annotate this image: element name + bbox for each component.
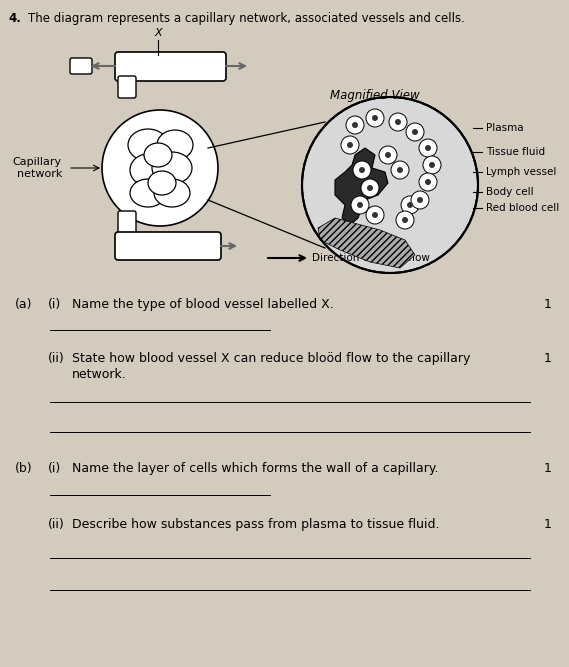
Circle shape <box>361 179 379 197</box>
Text: Plasma: Plasma <box>486 123 523 133</box>
Circle shape <box>366 206 384 224</box>
Text: State how blood vessel X can reduce bloöd flow to the capillary: State how blood vessel X can reduce bloö… <box>72 352 471 365</box>
Ellipse shape <box>148 144 176 176</box>
Text: (ii): (ii) <box>48 352 65 365</box>
FancyBboxPatch shape <box>118 76 136 98</box>
Circle shape <box>372 212 378 218</box>
Circle shape <box>102 110 218 226</box>
Circle shape <box>425 179 431 185</box>
FancyBboxPatch shape <box>115 52 226 81</box>
Circle shape <box>419 173 437 191</box>
Circle shape <box>397 167 403 173</box>
Circle shape <box>423 156 441 174</box>
Text: Body cell: Body cell <box>486 187 534 197</box>
Circle shape <box>406 123 424 141</box>
Text: Capillary
network: Capillary network <box>13 157 62 179</box>
Circle shape <box>372 115 378 121</box>
Text: (ii): (ii) <box>48 518 65 531</box>
Text: (i): (i) <box>48 462 61 475</box>
Text: Name the layer of cells which forms the wall of a capillary.: Name the layer of cells which forms the … <box>72 462 439 475</box>
Polygon shape <box>335 148 388 225</box>
Text: Lymph vessel: Lymph vessel <box>486 167 556 177</box>
FancyBboxPatch shape <box>118 211 136 233</box>
Circle shape <box>359 167 365 173</box>
Ellipse shape <box>130 179 166 207</box>
Circle shape <box>357 202 363 208</box>
Ellipse shape <box>130 154 166 186</box>
Text: Name the type of blood vessel labelled X.: Name the type of blood vessel labelled X… <box>72 298 334 311</box>
Text: 4.: 4. <box>8 12 21 25</box>
Text: The diagram represents a capillary network, associated vessels and cells.: The diagram represents a capillary netwo… <box>28 12 465 25</box>
Circle shape <box>367 185 373 191</box>
Circle shape <box>401 196 419 214</box>
Text: Tissue fluid: Tissue fluid <box>486 147 545 157</box>
Circle shape <box>407 202 413 208</box>
Circle shape <box>417 197 423 203</box>
Circle shape <box>351 196 369 214</box>
Text: network.: network. <box>72 368 127 381</box>
Text: Red blood cell: Red blood cell <box>486 203 559 213</box>
Ellipse shape <box>148 171 176 195</box>
Circle shape <box>419 139 437 157</box>
Ellipse shape <box>144 143 172 167</box>
Text: (a): (a) <box>15 298 32 311</box>
Circle shape <box>346 116 364 134</box>
Text: 1: 1 <box>544 518 552 531</box>
Ellipse shape <box>154 179 190 207</box>
Text: X: X <box>154 28 162 38</box>
Circle shape <box>396 211 414 229</box>
Text: (i): (i) <box>48 298 61 311</box>
Circle shape <box>379 146 397 164</box>
Circle shape <box>352 122 358 128</box>
Text: 1: 1 <box>544 462 552 475</box>
Circle shape <box>395 119 401 125</box>
Ellipse shape <box>152 152 192 184</box>
Circle shape <box>385 152 391 158</box>
Circle shape <box>347 142 353 148</box>
Circle shape <box>353 161 371 179</box>
Text: Direction of blood flow: Direction of blood flow <box>312 253 430 263</box>
Text: 1: 1 <box>544 352 552 365</box>
Circle shape <box>425 145 431 151</box>
Circle shape <box>366 109 384 127</box>
Circle shape <box>429 162 435 168</box>
Circle shape <box>302 97 478 273</box>
Ellipse shape <box>157 130 193 160</box>
Ellipse shape <box>128 129 168 161</box>
Text: Magnified View: Magnified View <box>330 89 419 102</box>
Polygon shape <box>318 218 415 268</box>
Circle shape <box>391 161 409 179</box>
Text: (b): (b) <box>15 462 32 475</box>
Circle shape <box>412 129 418 135</box>
Circle shape <box>341 136 359 154</box>
Circle shape <box>389 113 407 131</box>
Text: Describe how substances pass from plasma to tissue fluid.: Describe how substances pass from plasma… <box>72 518 439 531</box>
FancyBboxPatch shape <box>70 58 92 74</box>
Text: 1: 1 <box>544 298 552 311</box>
Circle shape <box>411 191 429 209</box>
Circle shape <box>402 217 408 223</box>
FancyBboxPatch shape <box>115 232 221 260</box>
